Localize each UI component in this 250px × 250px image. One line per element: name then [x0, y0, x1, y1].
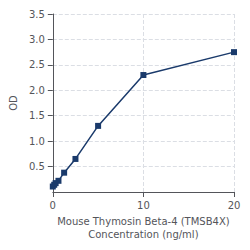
svg-text:1.0: 1.0 [29, 136, 45, 147]
svg-text:20: 20 [228, 200, 241, 211]
svg-text:3.5: 3.5 [29, 9, 45, 20]
svg-text:10: 10 [137, 200, 150, 211]
svg-text:2.0: 2.0 [29, 85, 45, 96]
svg-text:0.5: 0.5 [29, 161, 45, 172]
svg-text:2.5: 2.5 [29, 59, 45, 70]
svg-text:Mouse Thymosin Beta-4 (TMSB4X): Mouse Thymosin Beta-4 (TMSB4X) [57, 216, 230, 227]
svg-text:OD: OD [8, 95, 19, 111]
svg-text:1.5: 1.5 [29, 110, 45, 121]
svg-text:3.0: 3.0 [29, 34, 45, 45]
svg-text:Concentration (ng/ml): Concentration (ng/ml) [88, 229, 198, 240]
svg-text:0: 0 [50, 200, 56, 211]
